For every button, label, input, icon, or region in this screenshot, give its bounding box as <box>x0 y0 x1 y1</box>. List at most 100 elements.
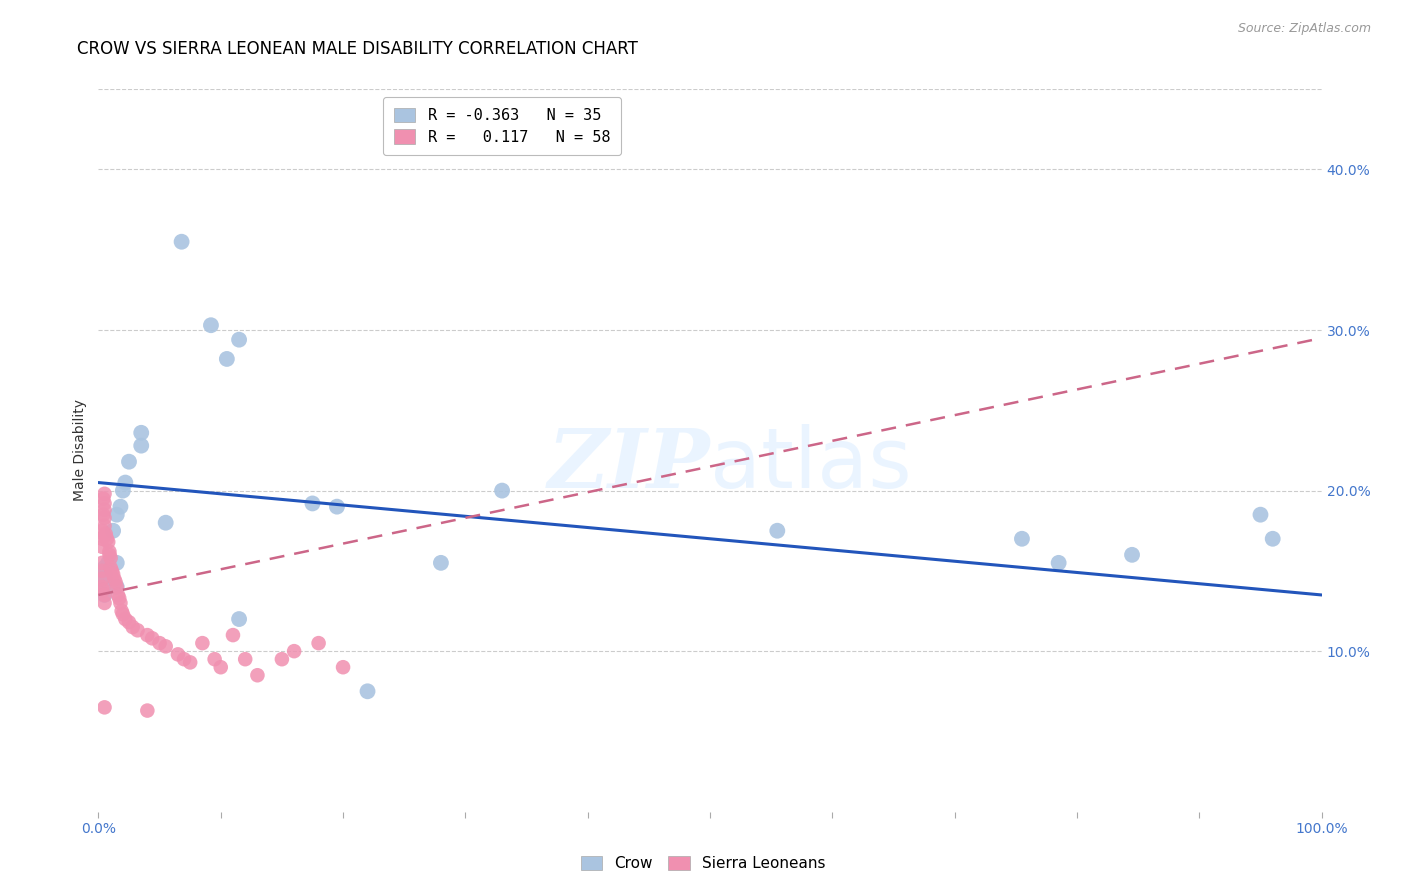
Point <box>91 572 114 586</box>
Point <box>93 511 115 525</box>
Point <box>155 640 177 654</box>
Point <box>111 607 134 622</box>
Point <box>93 519 115 533</box>
Point <box>110 596 132 610</box>
Point <box>114 475 136 490</box>
Point <box>93 700 115 714</box>
Point <box>111 604 134 618</box>
Point <box>93 580 115 594</box>
Point <box>93 503 115 517</box>
Point <box>167 648 190 662</box>
Point <box>105 580 128 594</box>
Point <box>103 572 125 586</box>
Point <box>270 652 294 666</box>
Point <box>93 487 115 501</box>
Point <box>93 588 115 602</box>
Point <box>121 620 143 634</box>
Point <box>105 580 128 594</box>
Point <box>111 483 134 498</box>
Point <box>98 544 121 558</box>
Point <box>101 567 124 582</box>
Point <box>93 528 115 542</box>
Point <box>101 524 124 538</box>
Point <box>104 575 127 590</box>
Point <box>97 535 120 549</box>
Point <box>91 508 114 522</box>
Point <box>246 668 269 682</box>
Point <box>93 567 115 582</box>
Point <box>173 652 195 666</box>
Point <box>430 556 453 570</box>
Point <box>91 583 114 598</box>
Point <box>100 551 122 566</box>
Point <box>209 660 232 674</box>
Point <box>93 575 115 590</box>
Point <box>136 704 159 718</box>
Text: ZIP: ZIP <box>547 425 710 505</box>
Point <box>1121 548 1143 562</box>
Point <box>100 560 122 574</box>
Point <box>1261 532 1284 546</box>
Point <box>1249 508 1271 522</box>
Point <box>127 624 149 638</box>
Point <box>110 500 132 514</box>
Point <box>93 588 115 602</box>
Point <box>491 483 513 498</box>
Point <box>766 524 789 538</box>
Point <box>91 580 114 594</box>
Point <box>191 636 214 650</box>
Point <box>93 496 115 510</box>
Point <box>107 588 129 602</box>
Point <box>98 548 121 562</box>
Point <box>283 644 305 658</box>
Point <box>222 628 245 642</box>
Point <box>129 439 152 453</box>
Point <box>93 583 115 598</box>
Point <box>308 636 330 650</box>
Point <box>108 591 131 606</box>
Point <box>204 652 226 666</box>
Point <box>233 652 256 666</box>
Point <box>93 560 115 574</box>
Point <box>215 351 238 366</box>
Point <box>91 564 114 578</box>
Point <box>228 612 250 626</box>
Text: atlas: atlas <box>710 425 911 506</box>
Point <box>200 318 222 333</box>
Y-axis label: Male Disability: Male Disability <box>73 400 87 501</box>
Text: CROW VS SIERRA LEONEAN MALE DISABILITY CORRELATION CHART: CROW VS SIERRA LEONEAN MALE DISABILITY C… <box>77 40 638 58</box>
Point <box>105 556 128 570</box>
Point <box>118 455 141 469</box>
Point <box>97 556 120 570</box>
Point <box>93 596 115 610</box>
Point <box>91 524 114 538</box>
Point <box>129 425 152 440</box>
Point <box>1011 532 1033 546</box>
Point <box>170 235 193 249</box>
Point <box>155 516 177 530</box>
Point <box>101 564 124 578</box>
Point <box>301 496 323 510</box>
Point <box>179 656 201 670</box>
Point <box>326 500 349 514</box>
Point <box>228 333 250 347</box>
Point <box>91 491 114 506</box>
Point <box>91 556 114 570</box>
Text: Source: ZipAtlas.com: Source: ZipAtlas.com <box>1237 22 1371 36</box>
Legend: Crow, Sierra Leoneans: Crow, Sierra Leoneans <box>575 849 831 877</box>
Legend: R = -0.363   N = 35, R =   0.117   N = 58: R = -0.363 N = 35, R = 0.117 N = 58 <box>384 97 621 155</box>
Point <box>93 572 115 586</box>
Point <box>91 540 114 554</box>
Point <box>91 532 114 546</box>
Point <box>136 628 159 642</box>
Point <box>1047 556 1070 570</box>
Point <box>141 632 163 646</box>
Point <box>96 532 118 546</box>
Point <box>114 612 136 626</box>
Point <box>149 636 172 650</box>
Point <box>332 660 354 674</box>
Point <box>105 508 128 522</box>
Point <box>118 615 141 630</box>
Point <box>356 684 378 698</box>
Point <box>94 527 117 541</box>
